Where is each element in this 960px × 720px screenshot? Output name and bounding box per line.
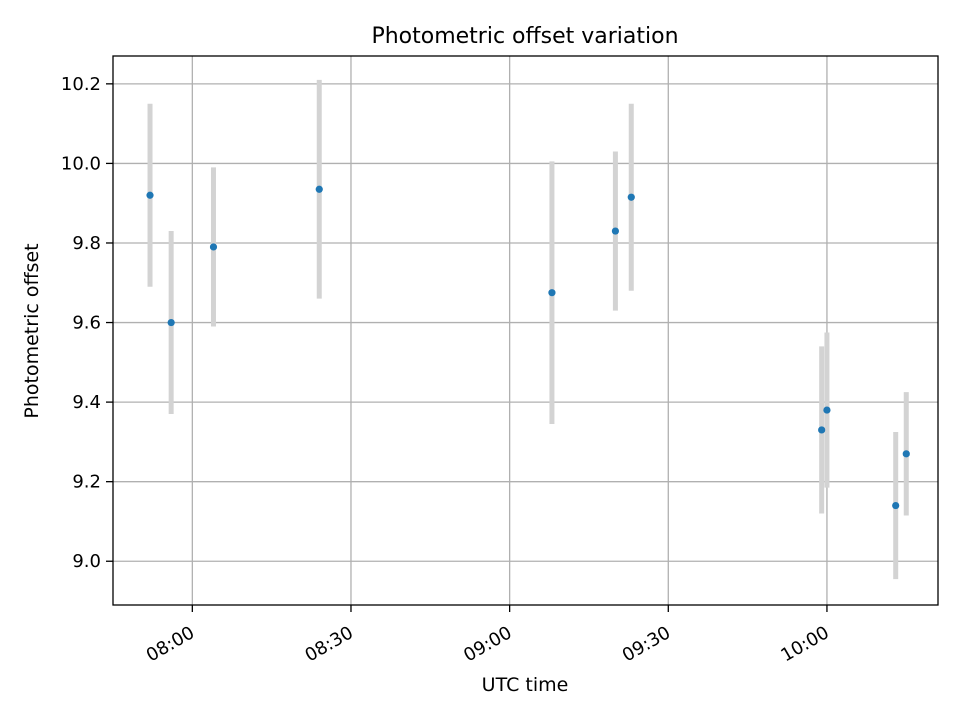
data-point (892, 501, 900, 510)
data-point (611, 227, 620, 235)
data-point (146, 191, 154, 199)
data-point (627, 193, 635, 201)
data-point (818, 426, 826, 434)
x-axis-label: UTC time (482, 674, 569, 696)
y-tick-label: 9.4 (72, 392, 101, 413)
data-points (146, 185, 910, 510)
data-point (209, 243, 218, 251)
y-tick-label: 9.2 (72, 472, 101, 493)
grid (113, 56, 938, 605)
chart-title: Photometric offset variation (371, 24, 678, 49)
y-axis-label: Photometric offset (21, 243, 43, 418)
plot-area-frame (112, 55, 939, 606)
y-tick-label: 9.0 (72, 551, 101, 572)
data-point (823, 406, 831, 414)
y-tick-label: 10.0 (61, 153, 101, 174)
y-tick-label: 9.6 (72, 313, 101, 334)
data-point (315, 185, 323, 193)
y-axis-ticks: 9.0 9.2 9.4 9.6 9.8 10.0 10.2 (61, 74, 113, 572)
data-point (548, 289, 556, 297)
y-tick-label: 9.8 (72, 233, 101, 254)
data-point (902, 450, 910, 458)
data-point (167, 318, 175, 327)
y-tick-label: 10.2 (61, 74, 101, 95)
